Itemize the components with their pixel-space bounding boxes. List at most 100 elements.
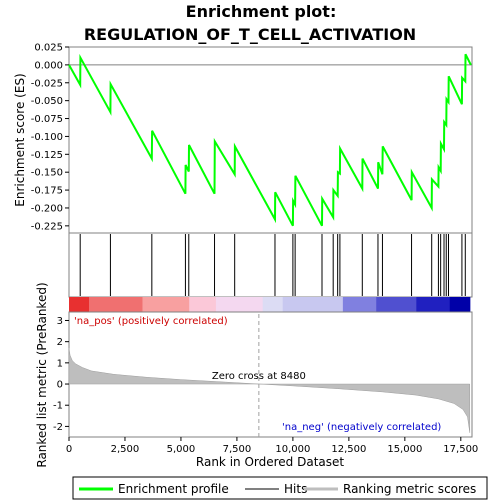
colorbar-segment [342,297,351,312]
x-axis-label: Rank in Ordered Dataset [196,455,344,469]
colorbar-segment [182,297,190,312]
metric-y-tick-label: -1 [53,401,63,412]
colorbar-segment [296,297,304,312]
es-y-tick-label: -0.100 [31,132,63,143]
x-tick-label: 0 [66,444,72,455]
es-y-tick-label: -0.125 [31,150,63,161]
legend-label-hits: Hits [284,482,307,496]
es-y-tick-label: 0.025 [34,43,63,54]
metric-y-tick-label: 1 [57,358,63,369]
colorbar-segment [336,297,344,312]
colorbar-segment [175,297,184,312]
colorbar-segment [269,297,277,312]
chart-title-line2: REGULATION_OF_T_CELL_ACTIVATION [84,25,416,44]
colorbar-segment [95,297,103,312]
metric-y-tick-label: -2 [53,422,63,433]
colorbar-segment [349,297,357,312]
chart-title-line1: Enrichment plot: [186,2,337,21]
colorbar-segment [302,297,311,312]
es-y-tick-label: -0.150 [31,168,63,179]
colorbar-segment [215,297,224,312]
es-plot-area [68,46,473,234]
legend-label-ranking: Ranking metric scores [343,482,476,496]
hits-panel [68,232,473,298]
colorbar-segment [356,297,364,312]
colorbar-segment [189,297,197,312]
colorbar-segment [155,297,164,312]
metric-y-tick-label: 3 [57,316,63,327]
zero-cross-label: Zero cross at 8480 [212,371,306,382]
metric-y-axis-label: Ranked list metric (PreRanked) [35,282,49,467]
colorbar-segment [229,297,237,312]
colorbar-segment [256,297,264,312]
es-y-tick-label: -0.225 [31,221,63,232]
es-y-tick-label: -0.075 [31,114,63,125]
colorbar-segment [249,297,257,312]
colorbar-segment [115,297,124,312]
colorbar-segment [409,297,417,312]
colorbar-segment [329,297,337,312]
colorbar-segment [382,297,391,312]
legend: Enrichment profile Hits Ranking metric s… [72,476,488,500]
colorbar-segment [82,297,90,312]
colorbar-segment [69,297,77,312]
colorbar-segment [362,297,371,312]
negative-label: 'na_neg' (negatively correlated) [282,422,441,433]
colorbar-segment [449,297,458,312]
colorbar-segment [289,297,297,312]
colorbar-segment [456,297,464,312]
colorbar-segment [242,297,250,312]
metric-y-tick-label: 0 [57,380,63,391]
colorbar-segment [262,297,270,312]
colorbar-segment [322,297,331,312]
colorbar-segment [276,297,284,312]
colorbar-segment [195,297,204,312]
es-y-tick-label: -0.025 [31,78,63,89]
colorbar-segment [429,297,437,312]
es-y-tick-label: -0.175 [31,186,63,197]
colorbar-segment [75,297,83,312]
colorbar-segment [436,297,444,312]
colorbar-segment [222,297,230,312]
colorbar-segment [109,297,117,312]
colorbar-segment [443,297,451,312]
colorbar-segment [129,297,137,312]
colorbar-segment [169,297,177,312]
metric-panel: Zero cross at 8480 'na_pos' (positively … [35,282,478,469]
colorbar-segment [162,297,170,312]
metric-plot-area [68,311,473,438]
colorbar-segment [396,297,404,312]
x-tick-label: 12,500 [331,444,366,455]
colorbar-segment [102,297,110,312]
colorbar-segment [135,297,144,312]
x-tick-label: 15,000 [387,444,422,455]
colorbar-segment [282,297,291,312]
colorbar-segment [369,297,377,312]
x-tick-label: 10,000 [275,444,310,455]
colorbar-segment [209,297,217,312]
x-tick-label: 2,500 [111,444,140,455]
hits-plot-area [68,232,473,298]
colorbar-segment [316,297,324,312]
x-tick-label: 17,500 [443,444,478,455]
es-y-axis-label: Enrichment score (ES) [13,73,27,206]
enrichment-profile-line [68,53,472,227]
legend-label-enrichment: Enrichment profile [118,482,229,496]
colorbar-segment [235,297,244,312]
x-tick-label: 7,500 [223,444,252,455]
colorbar-segment [309,297,317,312]
colorbar-segment [89,297,97,312]
es-panel: 0.025 0.000 -0.025 -0.050 -0.075 -0.100 -0.125… [13,43,473,234]
es-y-tick-label: 0.000 [34,60,63,71]
colorbar-segment [376,297,384,312]
metric-y-tick-label: 2 [57,337,63,348]
colorbar-segment [402,297,411,312]
es-y-tick-label: -0.050 [31,96,63,107]
colorbar-segment [202,297,210,312]
colorbar-segment [463,297,471,312]
colorbar-segment [149,297,157,312]
colorbar-segment [122,297,130,312]
colorbar-segment [423,297,431,312]
colorbar-segment [142,297,150,312]
